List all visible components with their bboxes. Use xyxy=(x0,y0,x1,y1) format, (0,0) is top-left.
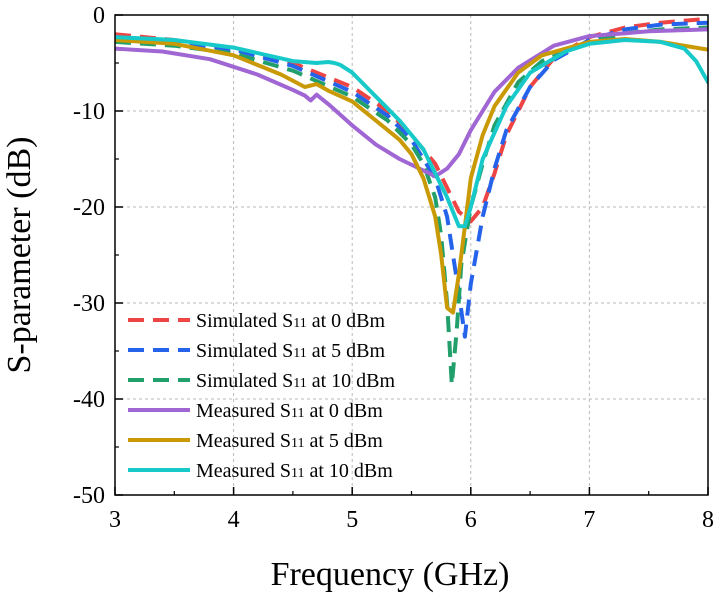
x-tick-label: 5 xyxy=(346,507,358,533)
series-line-4 xyxy=(115,27,708,179)
plot-background xyxy=(115,15,708,495)
x-tick-label: 8 xyxy=(702,507,714,533)
y-axis-label: S-parameter (dB) xyxy=(1,137,38,374)
x-tick-label: 6 xyxy=(465,507,477,533)
series-line-2 xyxy=(115,20,708,339)
y-tick-label: -20 xyxy=(73,195,105,221)
axis-ticks xyxy=(114,14,709,496)
y-tick-label: -10 xyxy=(73,99,105,125)
legend-entry-2: Simulated S11 at 5 dBm xyxy=(196,340,385,362)
series-layer xyxy=(115,16,708,387)
x-tick-label: 3 xyxy=(109,507,121,533)
x-tick-label: 7 xyxy=(583,507,595,533)
x-tick-label: 4 xyxy=(228,507,240,533)
y-tick-label: 0 xyxy=(93,3,105,29)
legend-entry-1: Simulated S11 at 0 dBm xyxy=(196,310,385,332)
series-line-6 xyxy=(115,35,708,229)
x-tick-labels: 3 4 5 6 7 8 xyxy=(109,507,714,533)
y-tick-label: -50 xyxy=(73,483,105,509)
y-tick-labels: 0 -10 -20 -30 -40 -50 xyxy=(73,3,105,509)
legend-entry-3: Simulated S11 at 10 dBm xyxy=(196,370,395,392)
x-axis-label: Frequency (GHz) xyxy=(271,556,510,593)
series-line-5 xyxy=(115,37,708,315)
y-tick-label: -30 xyxy=(73,291,105,317)
legend: Simulated S11 at 0 dBm Simulated S11 at 5… xyxy=(128,310,395,482)
gridlines xyxy=(115,15,708,495)
legend-entry-4: Measured S11 at 0 dBm xyxy=(196,400,383,422)
legend-entry-6: Measured S11 at 10 dBm xyxy=(196,460,393,482)
legend-entry-5: Measured S11 at 5 dBm xyxy=(196,430,383,452)
y-tick-label: -40 xyxy=(73,387,105,413)
